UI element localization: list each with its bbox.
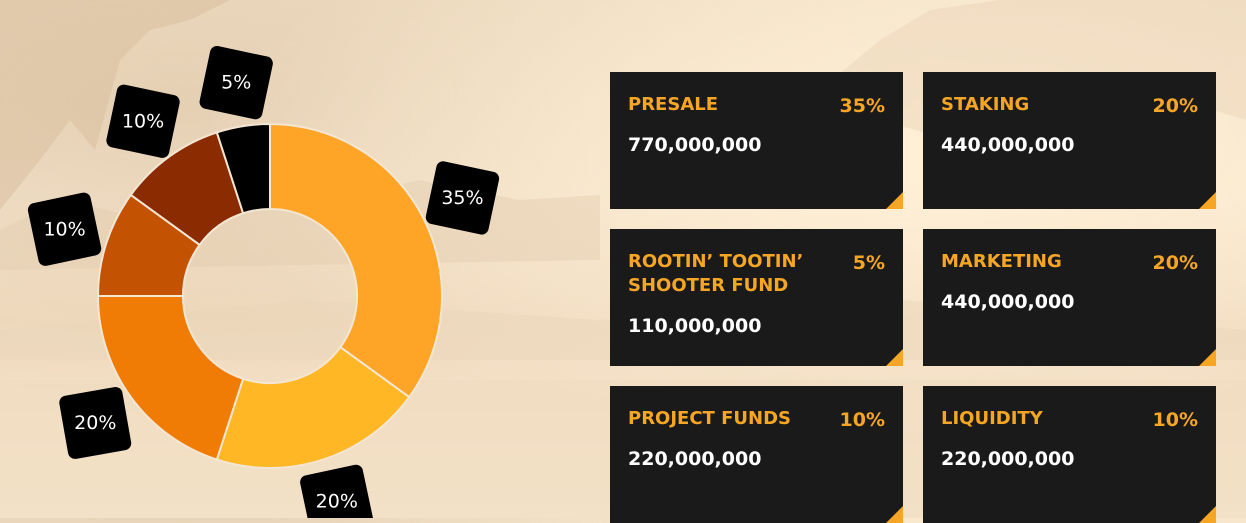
card-amount: 220,000,000 [941,448,1075,470]
percentage-tag: 20% [59,387,132,459]
card-percentage: 5% [852,252,885,274]
donut-slice [269,122,443,399]
tag-box [425,161,500,235]
card-percentage: 35% [839,95,885,117]
tag-box [106,84,180,158]
card-shooter-fund: ROOTIN’ TOOTIN’ SHOOTER FUND 5% 110,000,… [610,229,903,366]
percentage-tag: 10% [27,192,102,266]
card-staking: STAKING 20% 440,000,000 [923,72,1216,209]
donut-slice [215,345,411,469]
card-name: STAKING [941,94,1030,115]
tag-label: 10% [122,110,164,132]
tag-label: 5% [221,72,251,94]
card-amount: 110,000,000 [628,315,762,337]
card-name: PRESALE [628,94,719,115]
donut-slice [96,295,245,461]
corner-accent-icon [886,506,903,523]
card-percentage: 20% [1152,95,1198,117]
percentage-tag: 10% [106,84,180,158]
tag-box [59,387,132,459]
card-percentage: 10% [1152,409,1198,431]
card-name: LIQUIDITY [941,408,1043,429]
card-project-funds: PROJECT FUNDS 10% 220,000,000 [610,386,903,523]
card-amount: 220,000,000 [628,448,762,470]
percentage-tag: 5% [199,46,273,120]
card-percentage: 10% [839,409,885,431]
percentage-tags: 35% 20% 20% 10% 10% 5% [27,46,500,518]
card-name: ROOTIN’ TOOTIN’ SHOOTER FUND [628,251,804,296]
allocation-donut-chart: 35% 20% 20% 10% 10% 5% [27,46,500,518]
card-name: PROJECT FUNDS [628,408,791,429]
card-amount: 440,000,000 [941,291,1075,313]
corner-accent-icon [886,192,903,209]
card-liquidity: LIQUIDITY 10% 220,000,000 [923,386,1216,523]
card-name: MARKETING [941,251,1062,272]
donut-slices [96,122,443,469]
tag-label: 10% [43,218,85,240]
tag-label: 20% [316,490,358,512]
tag-box [199,46,273,120]
card-amount: 770,000,000 [628,134,762,156]
tag-box [300,464,374,518]
corner-accent-icon [1199,349,1216,366]
card-marketing: MARKETING 20% 440,000,000 [923,229,1216,366]
tag-label: 35% [441,187,483,209]
corner-accent-icon [1199,506,1216,523]
card-amount: 440,000,000 [941,134,1075,156]
percentage-tag: 35% [425,161,500,235]
tag-box [27,192,102,266]
tag-label: 20% [74,412,116,434]
corner-accent-icon [1199,192,1216,209]
card-presale: PRESALE 35% 770,000,000 [610,72,903,209]
corner-accent-icon [886,349,903,366]
percentage-tag: 20% [300,464,374,518]
donut-slice [215,122,271,215]
card-percentage: 20% [1152,252,1198,274]
